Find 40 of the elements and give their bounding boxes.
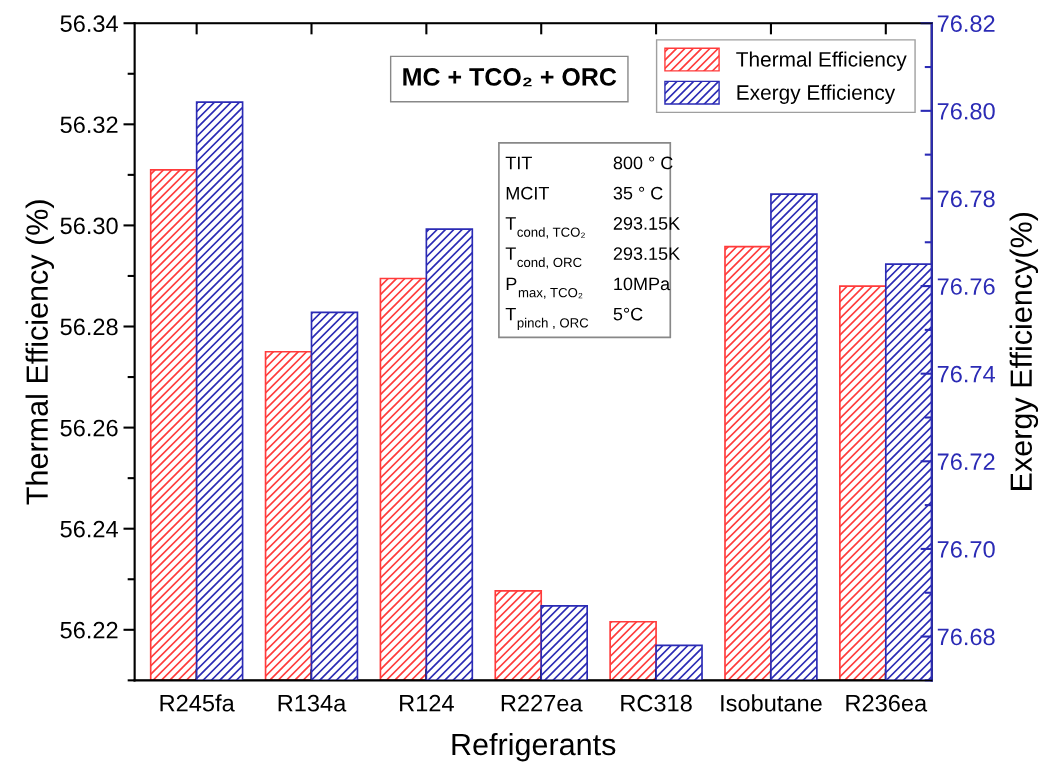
y-tick-label: 56.34 xyxy=(60,15,118,33)
y2-tick-label: 76.78 xyxy=(937,190,995,208)
y-tick-label: 56.26 xyxy=(60,419,118,437)
y2-tick-label: 76.74 xyxy=(937,365,995,383)
y2-axis-title: Exergy Efficiency(%) xyxy=(1009,213,1039,490)
x-tick-label: R134a xyxy=(278,694,347,712)
x-tick-label: R245fa xyxy=(160,694,235,712)
annotation: MCIT xyxy=(506,186,549,200)
annotation: Tcond, TCO₂ xyxy=(505,217,585,239)
x-tick-label: RC318 xyxy=(621,694,692,712)
annotation: 800 ° C xyxy=(613,156,673,170)
x-axis-title: Refrigerants xyxy=(452,732,616,762)
legend-label: Thermal Efficiency xyxy=(736,51,907,71)
x-tick-label: Isobutane xyxy=(721,694,822,712)
y-tick-label: 56.24 xyxy=(60,520,118,538)
y-tick-label: 56.30 xyxy=(60,217,118,235)
annotation: 5°C xyxy=(613,307,643,321)
annotation: Tpinch , ORC xyxy=(505,307,589,331)
annotation: 10MPa xyxy=(614,277,671,291)
y-tick-label: 56.32 xyxy=(60,116,118,134)
y-axis-title: Thermal Efficiency (%) xyxy=(25,200,55,505)
annotation: Pmax, TCO₂ xyxy=(506,277,583,299)
y2-tick-label: 76.70 xyxy=(937,540,995,558)
y2-tick-label: 76.72 xyxy=(937,453,995,471)
y-tick-label: 56.22 xyxy=(60,621,118,639)
y2-tick-label: 76.82 xyxy=(937,15,995,33)
text: MC + TCO₂ + ORC xyxy=(403,68,617,87)
legend-label: Exergy Efficiency xyxy=(737,84,896,104)
x-tick-label: R124 xyxy=(400,694,454,712)
y2-tick-label: 76.80 xyxy=(937,102,995,120)
annotation: 35 ° C xyxy=(613,186,663,200)
y2-tick-label: 76.68 xyxy=(937,628,995,646)
x-tick-label: R236ea xyxy=(846,694,928,712)
y2-tick-label: 76.76 xyxy=(937,278,995,295)
annotation: Tcond, ORC xyxy=(505,247,582,269)
y-tick-label: 56.28 xyxy=(60,318,118,336)
annotation: TIT xyxy=(505,156,532,170)
annotation: 293.15K xyxy=(613,217,680,230)
annotation: 293.15K xyxy=(613,247,680,261)
x-tick-label: R227ea xyxy=(501,694,583,712)
